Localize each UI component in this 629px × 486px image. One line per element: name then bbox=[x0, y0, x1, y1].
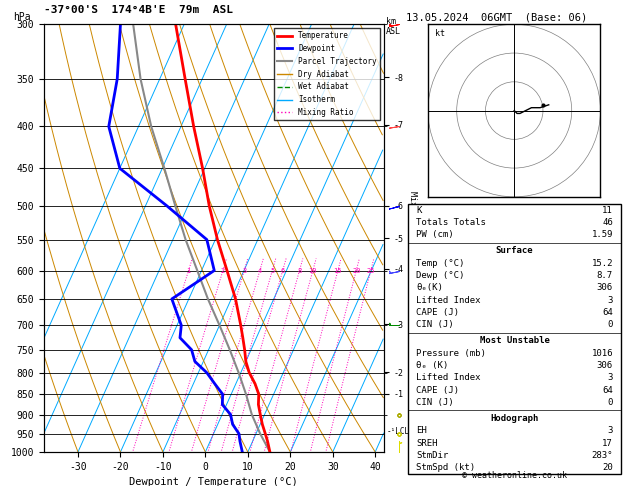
Text: Surface: Surface bbox=[496, 246, 533, 256]
Text: Most Unstable: Most Unstable bbox=[479, 336, 550, 346]
Text: θₑ (K): θₑ (K) bbox=[416, 361, 448, 370]
Text: © weatheronline.co.uk: © weatheronline.co.uk bbox=[462, 471, 567, 480]
Text: CAPE (J): CAPE (J) bbox=[416, 308, 459, 317]
Text: 0: 0 bbox=[608, 320, 613, 330]
Text: 64: 64 bbox=[602, 308, 613, 317]
Text: K: K bbox=[416, 206, 421, 215]
Text: 8: 8 bbox=[298, 267, 302, 274]
Text: CIN (J): CIN (J) bbox=[416, 398, 454, 407]
Text: 1016: 1016 bbox=[591, 348, 613, 358]
X-axis label: Dewpoint / Temperature (°C): Dewpoint / Temperature (°C) bbox=[130, 477, 298, 486]
Text: Temp (°C): Temp (°C) bbox=[416, 259, 465, 268]
Text: -¹LCL: -¹LCL bbox=[386, 427, 409, 435]
Text: 13.05.2024  06GMT  (Base: 06): 13.05.2024 06GMT (Base: 06) bbox=[406, 12, 587, 22]
Text: Hodograph: Hodograph bbox=[491, 414, 538, 423]
Text: -37°00'S  174°4B'E  79m  ASL: -37°00'S 174°4B'E 79m ASL bbox=[44, 4, 233, 15]
Text: 6: 6 bbox=[281, 267, 285, 274]
Text: 4: 4 bbox=[258, 267, 262, 274]
Text: EH: EH bbox=[416, 426, 427, 435]
Text: 46: 46 bbox=[602, 218, 613, 227]
Legend: Temperature, Dewpoint, Parcel Trajectory, Dry Adiabat, Wet Adiabat, Isotherm, Mi: Temperature, Dewpoint, Parcel Trajectory… bbox=[274, 28, 380, 120]
Text: 306: 306 bbox=[597, 361, 613, 370]
Text: θₑ(K): θₑ(K) bbox=[416, 283, 443, 293]
Text: 3: 3 bbox=[608, 426, 613, 435]
Text: 3: 3 bbox=[242, 267, 247, 274]
Text: 10: 10 bbox=[309, 267, 317, 274]
Text: 306: 306 bbox=[597, 283, 613, 293]
Y-axis label: Mixing Ratio (g/kg): Mixing Ratio (g/kg) bbox=[408, 191, 417, 286]
Text: 3: 3 bbox=[608, 295, 613, 305]
Text: hPa: hPa bbox=[13, 12, 31, 22]
Text: StmSpd (kt): StmSpd (kt) bbox=[416, 463, 476, 472]
Text: kt: kt bbox=[435, 30, 445, 38]
Text: 15.2: 15.2 bbox=[591, 259, 613, 268]
Text: 1.59: 1.59 bbox=[591, 230, 613, 240]
Text: CAPE (J): CAPE (J) bbox=[416, 385, 459, 395]
Text: Pressure (mb): Pressure (mb) bbox=[416, 348, 486, 358]
Text: PW (cm): PW (cm) bbox=[416, 230, 454, 240]
Text: 5: 5 bbox=[270, 267, 274, 274]
Text: 0: 0 bbox=[608, 398, 613, 407]
Text: Totals Totals: Totals Totals bbox=[416, 218, 486, 227]
Text: 15: 15 bbox=[333, 267, 342, 274]
Text: 3: 3 bbox=[608, 373, 613, 382]
Text: SREH: SREH bbox=[416, 438, 438, 448]
Text: 8.7: 8.7 bbox=[597, 271, 613, 280]
Text: 25: 25 bbox=[367, 267, 375, 274]
Text: StmDir: StmDir bbox=[416, 451, 448, 460]
Text: km
ASL: km ASL bbox=[386, 17, 401, 36]
Text: 1: 1 bbox=[186, 267, 191, 274]
Text: 20: 20 bbox=[602, 463, 613, 472]
Text: Lifted Index: Lifted Index bbox=[416, 295, 481, 305]
Text: 17: 17 bbox=[602, 438, 613, 448]
Text: CIN (J): CIN (J) bbox=[416, 320, 454, 330]
Text: 283°: 283° bbox=[591, 451, 613, 460]
Text: Dewp (°C): Dewp (°C) bbox=[416, 271, 465, 280]
Text: 2: 2 bbox=[221, 267, 225, 274]
Text: 64: 64 bbox=[602, 385, 613, 395]
Text: Lifted Index: Lifted Index bbox=[416, 373, 481, 382]
Text: 11: 11 bbox=[602, 206, 613, 215]
Text: 20: 20 bbox=[352, 267, 360, 274]
